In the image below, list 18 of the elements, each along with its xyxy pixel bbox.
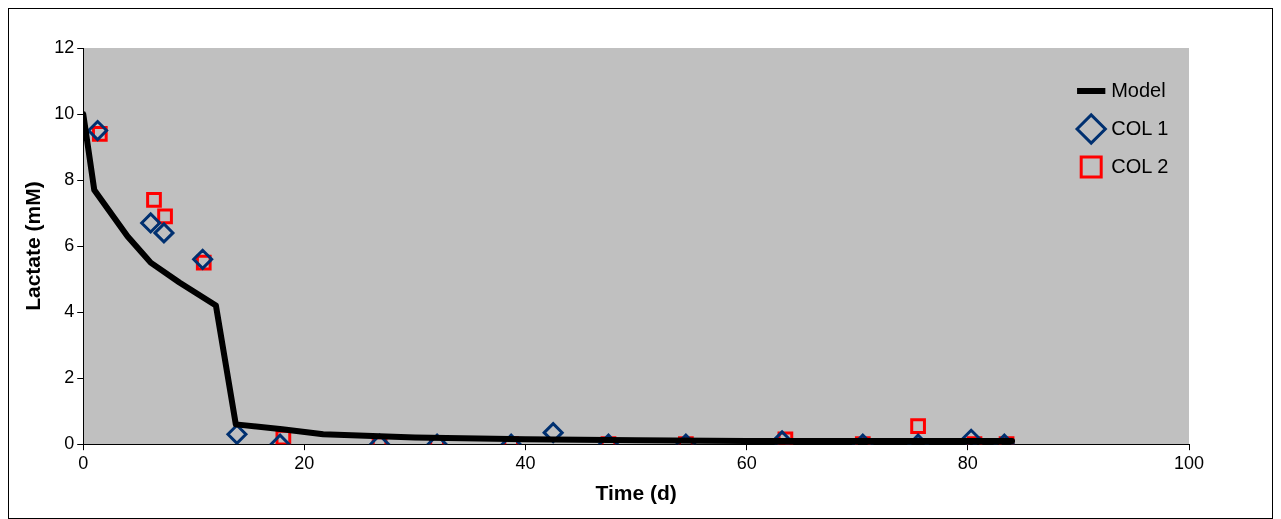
x-tick-label: 100	[1173, 452, 1205, 473]
y-tick-label: 6	[64, 235, 75, 256]
x-axis-title: Time (d)	[595, 481, 677, 505]
y-tick-label: 8	[64, 169, 75, 190]
x-tick-label: 0	[78, 452, 89, 473]
legend-label: COL 2	[1111, 154, 1169, 177]
y-axis-title: Lactate (mM)	[21, 181, 45, 311]
y-tick-label: 2	[64, 367, 75, 388]
x-tick-label: 80	[957, 452, 978, 473]
y-tick-label: 4	[64, 301, 75, 322]
y-tick-label: 10	[54, 103, 75, 123]
legend-label: Model	[1111, 78, 1166, 101]
x-tick-label: 20	[294, 452, 315, 473]
x-tick-label: 40	[515, 452, 536, 473]
y-tick-label: 12	[54, 36, 75, 57]
legend-label: COL 1	[1111, 116, 1169, 139]
y-tick-label: 0	[64, 433, 75, 454]
x-tick-label: 60	[736, 452, 757, 473]
